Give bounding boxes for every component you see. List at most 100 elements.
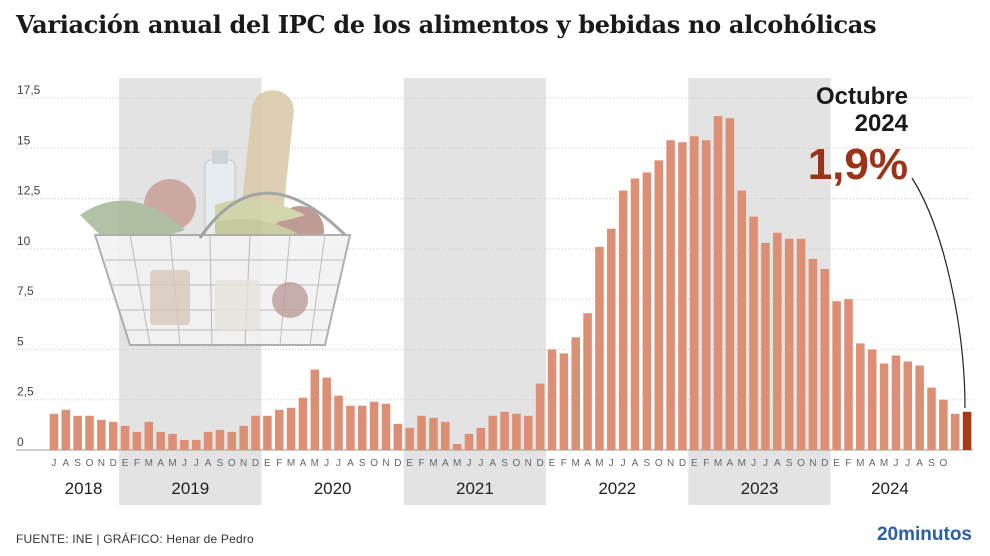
y-axis-tick-labels: 0 2,5 5 7,5 10 12,5 15 17,5 — [17, 83, 41, 449]
bar — [559, 353, 569, 450]
month-label: S — [217, 458, 224, 469]
bar — [927, 387, 936, 450]
bar — [310, 369, 320, 450]
bar — [701, 140, 711, 451]
bar — [346, 405, 355, 450]
bar — [334, 395, 343, 450]
bar — [429, 417, 438, 450]
brand-logo[interactable]: 20minutos — [876, 524, 972, 545]
bar — [476, 427, 486, 450]
month-label: O — [797, 458, 805, 469]
bar — [322, 377, 331, 450]
month-label: D — [394, 458, 401, 469]
month-label: D — [110, 458, 117, 469]
bar — [950, 413, 960, 450]
bar — [274, 409, 284, 450]
month-label: J — [609, 458, 614, 469]
callout-leader-line — [911, 177, 966, 409]
month-label: E — [406, 458, 413, 469]
month-label: J — [182, 458, 187, 469]
bar — [583, 313, 592, 450]
month-label: A — [157, 458, 164, 469]
bar — [263, 415, 272, 450]
month-label: M — [738, 458, 746, 469]
month-label: J — [893, 458, 898, 469]
callout-year: 2024 — [854, 110, 908, 137]
month-label: M — [572, 458, 580, 469]
month-label: A — [584, 458, 591, 469]
month-label: M — [287, 458, 295, 469]
bar — [108, 421, 118, 450]
month-label: N — [525, 458, 532, 469]
bar — [191, 439, 201, 450]
bar — [168, 433, 177, 450]
y-tick-label: 5 — [17, 334, 24, 348]
bar — [227, 431, 237, 450]
bar — [203, 431, 213, 450]
month-label: E — [122, 458, 129, 469]
month-label: J — [763, 458, 768, 469]
month-label: O — [513, 458, 521, 469]
month-label: J — [751, 458, 756, 469]
bar — [879, 363, 889, 450]
bar — [73, 415, 82, 450]
bar — [381, 403, 391, 450]
bar — [49, 413, 59, 450]
month-label: J — [51, 458, 56, 469]
bar — [654, 160, 664, 450]
bar — [405, 427, 414, 450]
bar — [464, 433, 474, 450]
bar — [618, 190, 628, 451]
y-tick-label: 2,5 — [17, 385, 34, 399]
y-tick-label: 10 — [17, 234, 31, 248]
month-label: J — [194, 458, 199, 469]
callout-month: Octubre — [815, 83, 908, 110]
bar — [512, 413, 521, 450]
month-label: J — [324, 458, 329, 469]
month-label: O — [655, 458, 663, 469]
bar — [535, 383, 545, 450]
bar — [120, 425, 130, 450]
month-label: F — [561, 458, 567, 469]
month-label: A — [774, 458, 781, 469]
month-label: D — [821, 458, 828, 469]
bar — [867, 349, 877, 450]
bar — [607, 228, 616, 450]
y-tick-label: 17,5 — [17, 83, 41, 97]
bar — [713, 116, 723, 451]
bar — [761, 242, 770, 450]
month-label: F — [134, 458, 140, 469]
month-label: F — [703, 458, 709, 469]
bar — [286, 407, 296, 450]
month-label: A — [632, 458, 639, 469]
bar — [441, 421, 450, 450]
month-label: A — [727, 458, 734, 469]
bar — [844, 299, 853, 450]
month-label: F — [845, 458, 851, 469]
month-label: N — [809, 458, 816, 469]
callout-value: 1,9% — [807, 140, 908, 189]
year-label: 2023 — [741, 479, 779, 498]
bar — [939, 399, 948, 450]
y-tick-label: 12,5 — [17, 184, 41, 198]
month-label: S — [359, 458, 366, 469]
source-credit: FUENTE: INE | GRÁFICO: Henar de Pedro — [16, 532, 254, 546]
bar — [97, 419, 106, 450]
month-label: A — [62, 458, 69, 469]
bar-highlight — [962, 411, 972, 450]
month-label: J — [478, 458, 483, 469]
bar — [85, 415, 94, 450]
bar — [393, 423, 403, 450]
year-label: 2024 — [871, 479, 909, 498]
month-label: M — [880, 458, 888, 469]
month-label: D — [537, 458, 544, 469]
year-label: 2020 — [314, 479, 352, 498]
bar — [452, 443, 462, 450]
month-label: D — [679, 458, 686, 469]
year-band-2023 — [688, 78, 831, 505]
month-label: O — [86, 458, 94, 469]
bar — [180, 439, 189, 450]
bar — [915, 365, 924, 450]
bar — [417, 415, 426, 450]
